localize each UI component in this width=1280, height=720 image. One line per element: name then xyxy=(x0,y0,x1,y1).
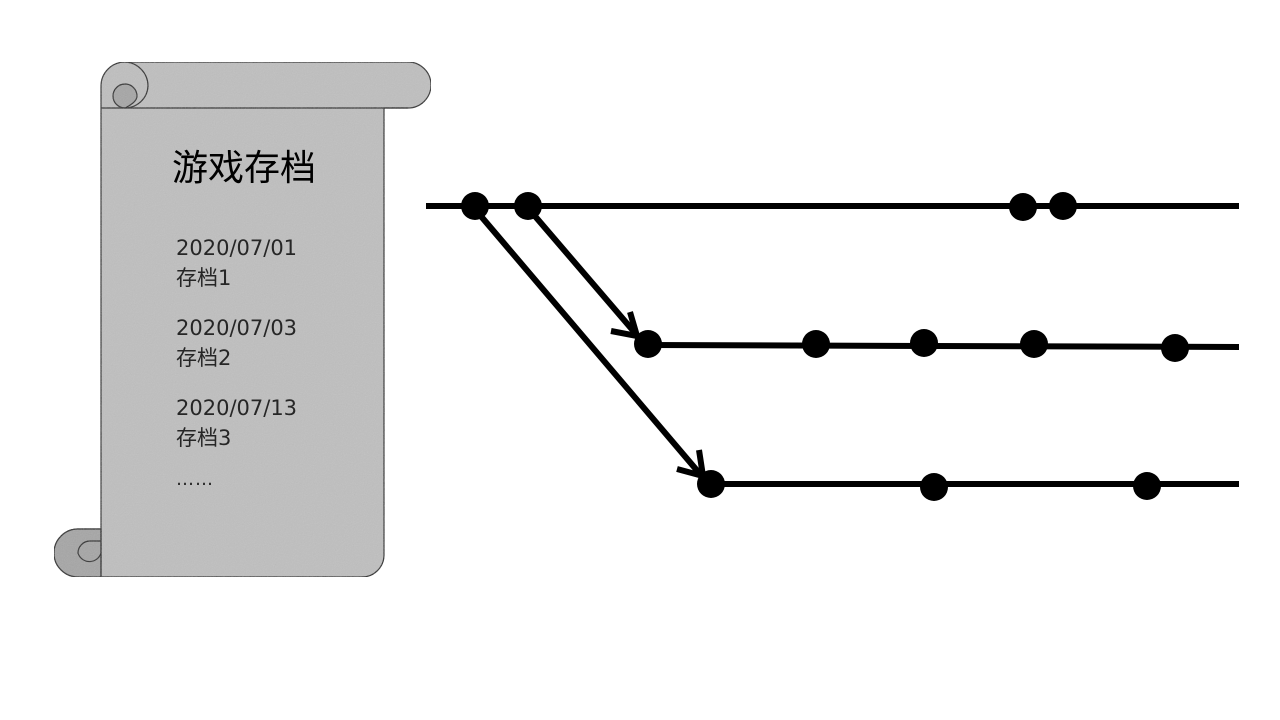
save-name: 存档1 xyxy=(176,266,232,290)
save-entry[interactable]: 2020/07/01 存档1 xyxy=(176,233,356,293)
save-name: 存档2 xyxy=(176,346,232,370)
save-list: 2020/07/01 存档1 2020/07/03 存档2 2020/07/13… xyxy=(176,233,356,473)
save-entry[interactable]: 2020/07/03 存档2 xyxy=(176,313,356,373)
scroll-title: 游戏存档 xyxy=(172,148,317,189)
more-saves-ellipsis: …… xyxy=(176,469,214,490)
main-node[interactable] xyxy=(1009,193,1037,221)
branch-1-node[interactable] xyxy=(1020,330,1048,358)
main-node[interactable] xyxy=(1049,192,1077,220)
scroll-top-curl xyxy=(112,83,138,109)
main-node[interactable] xyxy=(514,192,542,220)
branch-1-node[interactable] xyxy=(634,330,662,358)
branch-2-node[interactable] xyxy=(1133,472,1161,500)
branch-2-node[interactable] xyxy=(697,470,725,498)
branch-timeline-1 xyxy=(647,342,1240,350)
scroll-body xyxy=(53,61,432,578)
save-name: 存档3 xyxy=(176,426,232,450)
save-date: 2020/07/13 xyxy=(176,396,298,420)
save-entry[interactable]: 2020/07/13 存档3 xyxy=(176,393,356,453)
save-date: 2020/07/03 xyxy=(176,316,298,340)
branch-1-node[interactable] xyxy=(910,329,938,357)
main-node[interactable] xyxy=(461,192,489,220)
scroll-bottom-curl xyxy=(53,528,102,578)
branch-2-node[interactable] xyxy=(920,473,948,501)
save-nodes xyxy=(461,192,1189,501)
branch-1-node[interactable] xyxy=(1161,334,1189,362)
branch-arrow-2-shaft xyxy=(471,206,703,476)
branch-arrow-1-shaft xyxy=(525,206,639,336)
save-date: 2020/07/01 xyxy=(176,236,298,260)
save-branches xyxy=(426,203,1240,487)
branch-1-node[interactable] xyxy=(802,330,830,358)
